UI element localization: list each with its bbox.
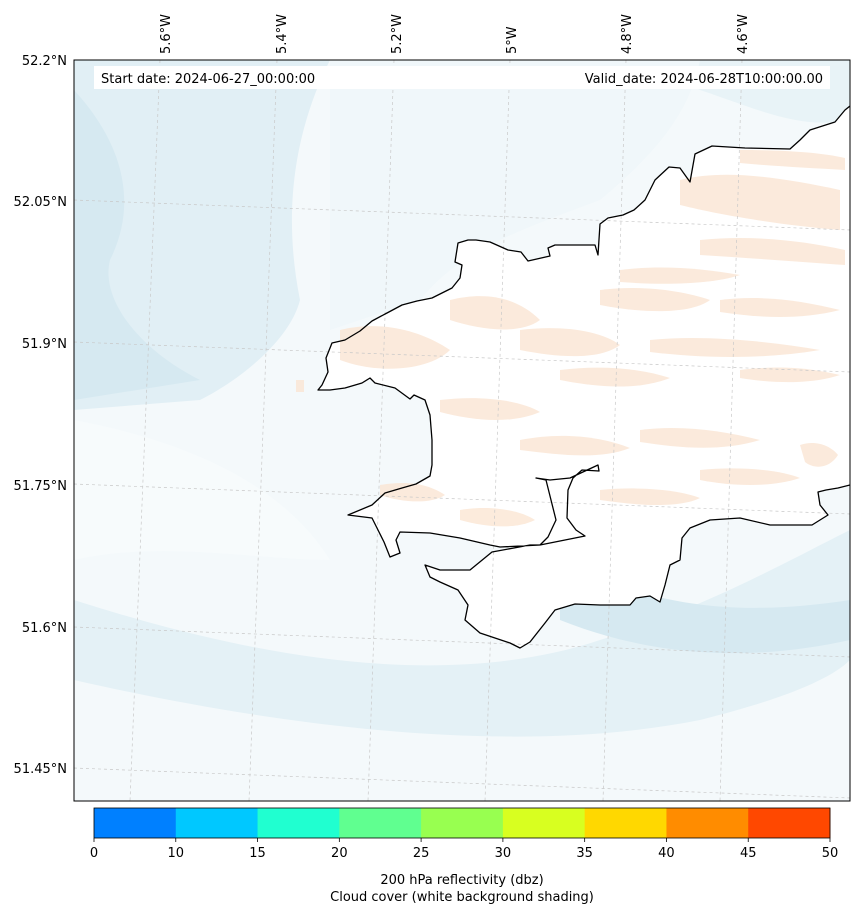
longitude-labels: 5.6°W 5.4°W 5.2°W 5°W 4.8°W 4.6°W bbox=[159, 14, 751, 54]
colorbar-box bbox=[339, 808, 422, 838]
colorbar-box bbox=[94, 808, 177, 838]
start-date-label: Start date: 2024-06-27_00:00:00 bbox=[101, 72, 315, 87]
gridlines bbox=[74, 60, 850, 801]
colorbar-box bbox=[502, 808, 586, 838]
colorbar-label-sub: Cloud cover (white background shading) bbox=[330, 890, 594, 905]
colorbar-box bbox=[584, 808, 667, 838]
colorbar-ticks: 0 10 15 20 25 30 35 40 45 50 bbox=[90, 838, 838, 861]
lat-label: 51.45°N bbox=[14, 762, 67, 777]
colorbar-box bbox=[175, 808, 259, 838]
lat-label: 51.6°N bbox=[22, 621, 67, 636]
map-panel: Start date: 2024-06-27_00:00:00 Valid_da… bbox=[74, 60, 850, 801]
colorbar-tick-label: 30 bbox=[495, 846, 512, 861]
colorbar-tick-label: 0 bbox=[90, 846, 98, 861]
lat-label: 51.75°N bbox=[14, 479, 67, 494]
colorbar-box bbox=[748, 808, 831, 838]
colorbar-box bbox=[421, 808, 504, 838]
lon-label: 5.6°W bbox=[159, 14, 174, 54]
lat-label: 51.9°N bbox=[22, 337, 67, 352]
lon-label: 4.6°W bbox=[736, 14, 751, 54]
colorbar-tick-label: 15 bbox=[249, 846, 266, 861]
latitude-labels: 52.2°N 52.05°N 51.9°N 51.75°N 51.6°N 51.… bbox=[14, 54, 67, 777]
valid-date-label: Valid_date: 2024-06-28T10:00:00.00 bbox=[585, 72, 823, 87]
colorbar-tick-label: 40 bbox=[658, 846, 675, 861]
colorbar-label-main: 200 hPa reflectivity (dbz) bbox=[380, 873, 543, 888]
colorbar-tick-label: 10 bbox=[168, 846, 185, 861]
colorbar-tick-label: 20 bbox=[331, 846, 348, 861]
coastline bbox=[317, 105, 850, 649]
lon-label: 5°W bbox=[505, 26, 520, 54]
colorbar-tick-label: 35 bbox=[576, 846, 593, 861]
reflectivity-patches bbox=[296, 150, 845, 527]
lon-label: 5.4°W bbox=[275, 14, 290, 54]
map-frame bbox=[73, 59, 851, 802]
colorbar-tick-label: 50 bbox=[822, 846, 839, 861]
lon-label: 5.2°W bbox=[390, 14, 405, 54]
cloud-cover-shading bbox=[74, 60, 850, 801]
info-box bbox=[94, 66, 830, 89]
colorbar-box bbox=[257, 808, 340, 838]
colorbar-tick-label: 45 bbox=[740, 846, 757, 861]
lat-label: 52.05°N bbox=[14, 195, 67, 210]
lat-label: 52.2°N bbox=[22, 54, 67, 69]
colorbar-tick-label: 25 bbox=[413, 846, 430, 861]
lon-label: 4.8°W bbox=[620, 14, 635, 54]
colorbar-frame bbox=[93, 807, 831, 839]
colorbar-box bbox=[666, 808, 749, 838]
colorbar: 0 10 15 20 25 30 35 40 45 50 200 hPa reflectivity… bbox=[90, 807, 838, 905]
colorbar-boxes bbox=[94, 808, 831, 838]
